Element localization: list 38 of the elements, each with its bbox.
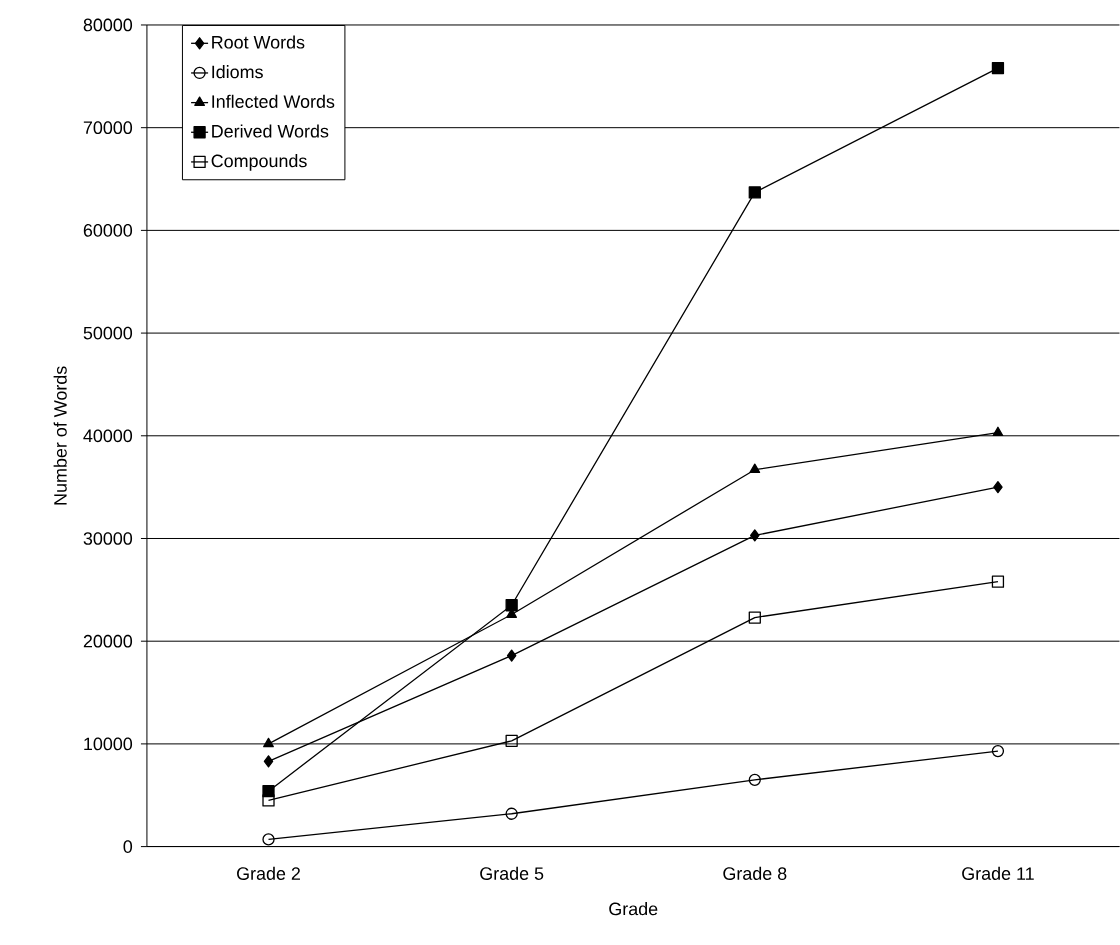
legend-label: Idioms xyxy=(212,65,263,79)
point xyxy=(748,773,761,787)
y-tick-label: 50000 xyxy=(83,326,133,340)
x-tick-label: Grade 11 xyxy=(962,866,1034,881)
x-axis-title: Grade xyxy=(609,902,658,916)
y-tick-label: 10000 xyxy=(84,737,133,751)
x-tick-label: Grade 2 xyxy=(237,866,300,881)
point xyxy=(991,62,1005,75)
y-tick-label: 30000 xyxy=(83,532,133,546)
point xyxy=(991,745,1005,758)
y-tick-label: 80000 xyxy=(83,18,133,32)
y-tick-label: 70000 xyxy=(83,121,133,135)
point xyxy=(505,734,518,748)
y-axis-title: Number of Words xyxy=(53,366,67,505)
y-tick-label: 60000 xyxy=(83,224,133,237)
point xyxy=(993,481,1003,494)
point xyxy=(505,807,518,821)
point xyxy=(262,833,275,846)
point xyxy=(263,737,274,748)
legend-label: Derived Words xyxy=(212,124,329,138)
legend-label: Inflected Words xyxy=(212,94,335,109)
x-tick-label: Grade 8 xyxy=(723,866,787,881)
point xyxy=(263,755,274,768)
legend-label: Root Words xyxy=(212,35,305,49)
point xyxy=(750,529,760,542)
point xyxy=(748,611,761,624)
y-tick-label: 40000 xyxy=(83,429,133,443)
point xyxy=(262,794,275,807)
point xyxy=(506,649,517,662)
legend-label: Compounds xyxy=(211,154,307,172)
point xyxy=(749,463,761,474)
y-tick-label: 0 xyxy=(123,840,133,854)
point xyxy=(748,186,761,199)
y-tick-label: 20000 xyxy=(83,635,133,648)
point xyxy=(992,426,1004,437)
point xyxy=(505,599,518,612)
point xyxy=(991,575,1005,588)
x-tick-label: Grade 5 xyxy=(480,866,544,881)
